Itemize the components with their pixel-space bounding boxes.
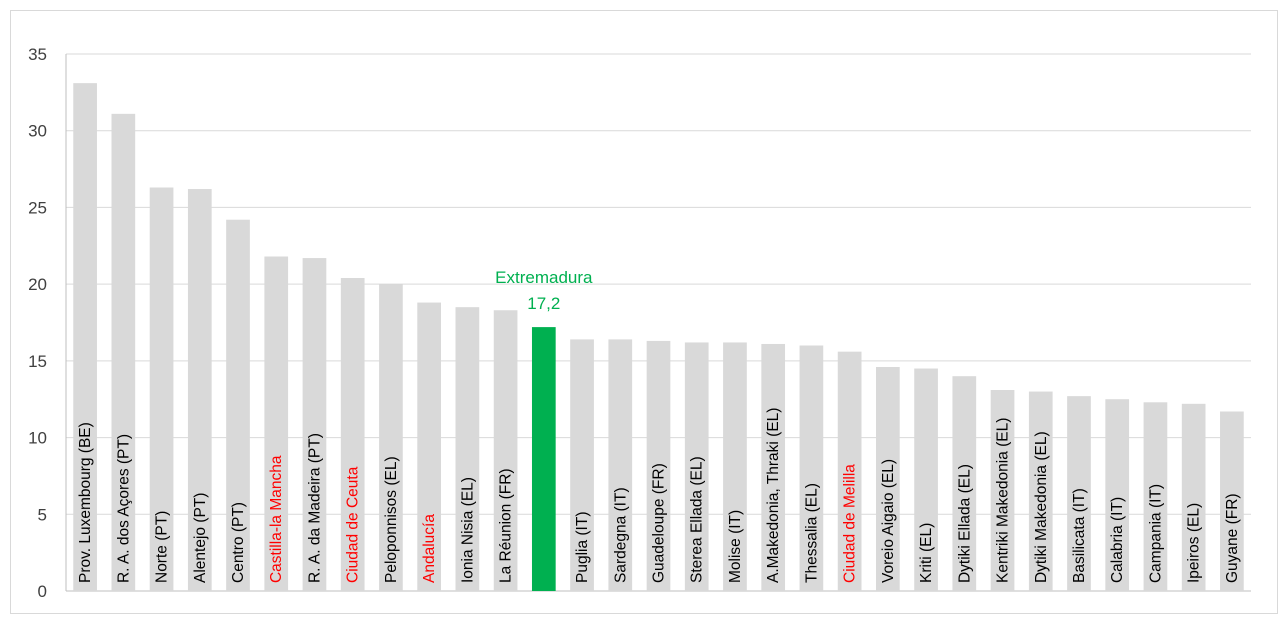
category-label: Ciudad de Ceuta: [345, 466, 362, 583]
category-label: Molise (IT): [727, 510, 744, 583]
category-label: Guyane (FR): [1224, 493, 1241, 583]
bar: [111, 113, 136, 591]
category-label: Ipeiros (EL): [1186, 503, 1203, 583]
y-tick-label: 15: [28, 352, 47, 371]
bar: [73, 83, 97, 591]
bar: [455, 307, 480, 591]
bar: [1028, 391, 1053, 591]
bar-chart: 0 5 10 15 20 25 30 35 Prov. Luxembourg (BE) R. A.…: [28, 45, 1251, 601]
category-label: Peloponnisos (EL): [383, 456, 400, 583]
bar: [799, 345, 824, 591]
bar: [723, 342, 747, 591]
bar: [1181, 403, 1206, 591]
category-label: Basilicata (IT): [1071, 488, 1088, 583]
chart-area: 0 5 10 15 20 25 30 35 Prov. Luxembourg (BE) R. A.…: [10, 10, 1278, 614]
y-tick-label: 20: [28, 275, 47, 294]
category-label: R. A. da Madeira (PT): [306, 433, 323, 583]
category-label: Sardegna (IT): [612, 487, 629, 583]
bar: [531, 327, 556, 591]
bar: [493, 310, 518, 591]
bar: [1143, 402, 1168, 591]
category-label: Kriti (EL): [918, 523, 935, 583]
annotation-name: Extremadura: [495, 268, 593, 287]
category-label: Calabria (IT): [1109, 497, 1126, 583]
category-label: Castilla-la Mancha: [268, 455, 285, 583]
bar: [226, 219, 250, 591]
bar: [570, 339, 594, 591]
category-label: Ciudad de Melilla: [842, 464, 859, 583]
bar: [149, 187, 174, 592]
bar: [684, 342, 709, 591]
bar: [379, 284, 403, 591]
category-label: Prov. Luxembourg (BE): [77, 422, 94, 583]
category-label: Andalucía: [421, 514, 438, 583]
y-tick-label: 35: [28, 45, 47, 64]
bar: [1105, 399, 1130, 591]
category-label: Ionia Nisia (EL): [459, 477, 476, 583]
category-label: Voreio Aigaio (EL): [880, 459, 897, 583]
category-label: Sterea Ellada (EL): [689, 456, 706, 583]
category-label: Kentriki Makedonia (EL): [995, 418, 1012, 583]
bar: [914, 368, 938, 591]
category-label: La Réunion (FR): [498, 468, 515, 583]
bar: [340, 278, 365, 591]
bar: [837, 351, 862, 591]
category-label: Guadeloupe (FR): [651, 463, 668, 583]
bar: [1220, 411, 1244, 591]
bar: [990, 390, 1015, 591]
y-tick-label: 5: [38, 505, 47, 524]
category-label: Thessalia (EL): [803, 483, 820, 583]
annotation-value: 17,2: [527, 294, 560, 313]
y-tick-label: 0: [38, 582, 47, 601]
category-label: R. A. dos Açores (PT): [115, 434, 132, 583]
category-label: Dytiki Makedonia (EL): [1033, 431, 1050, 583]
category-label: Puglia (IT): [574, 512, 591, 584]
bar: [876, 366, 900, 591]
bar: [187, 189, 212, 591]
category-label: Dytiki Ellada (EL): [956, 464, 973, 583]
category-label: A.Makedonia, Thraki (EL): [765, 408, 782, 583]
y-tick-label: 25: [28, 198, 47, 217]
category-label: Alentejo (PT): [192, 493, 209, 583]
category-label: Norte (PT): [154, 511, 171, 583]
y-tick-label: 10: [28, 429, 47, 448]
bar: [1067, 396, 1091, 591]
bar: [952, 376, 977, 591]
category-label: Campania (IT): [1147, 484, 1164, 583]
bar: [646, 340, 671, 591]
y-tick-label: 30: [28, 122, 47, 141]
bar: [302, 258, 327, 591]
bar: [761, 343, 786, 591]
bar: [608, 339, 633, 591]
category-label: Centro (PT): [230, 502, 247, 583]
bar: [417, 302, 441, 591]
bar: [264, 256, 289, 591]
